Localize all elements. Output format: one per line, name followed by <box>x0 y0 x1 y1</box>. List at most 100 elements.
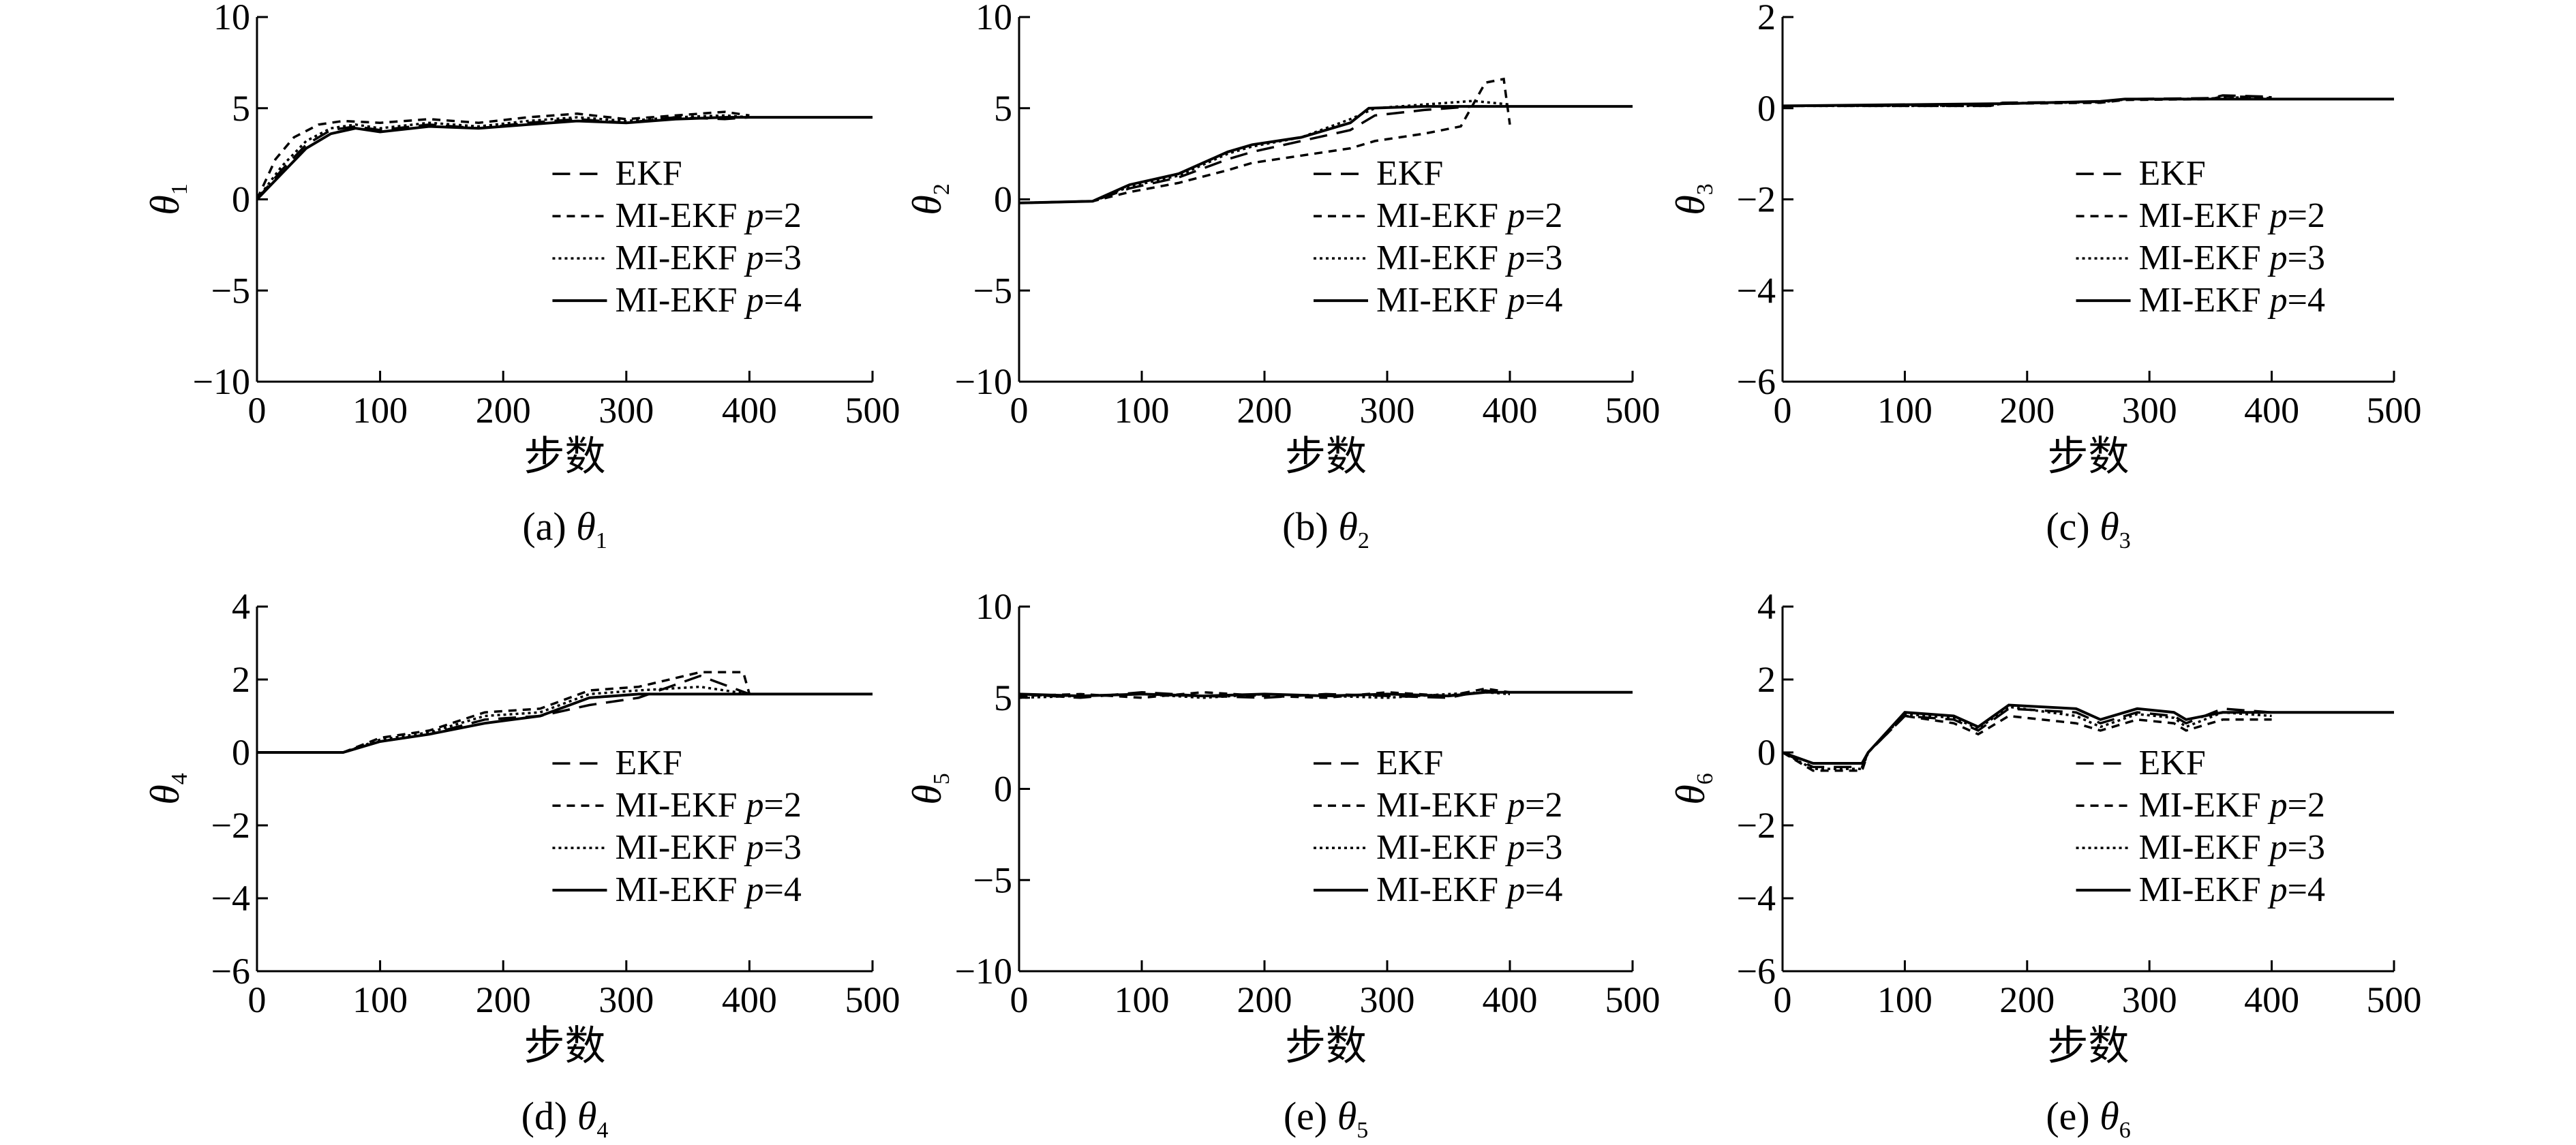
x-tick-label: 0 <box>1010 979 1029 1020</box>
y-tick-label: −6 <box>1737 361 1776 402</box>
y-axis-label-subscript: 5 <box>929 773 954 784</box>
y-tick-label: 4 <box>232 586 250 627</box>
x-axis-label: 步数 <box>1285 434 1367 479</box>
x-tick-label: 500 <box>845 979 900 1020</box>
y-axis-label-symbol: θ <box>905 195 950 215</box>
y-tick-label: −2 <box>1737 179 1776 220</box>
y-axis-label-symbol: θ <box>905 784 950 804</box>
series-line-mi-ekf-p-4 <box>1782 703 2394 765</box>
y-axis-label-subscript: 4 <box>167 773 192 784</box>
legend-label: MI-EKF p=3 <box>1376 828 1562 867</box>
legend-label: EKF <box>1376 744 1443 782</box>
y-axis-label: θ5 <box>905 773 954 804</box>
chart-caption: (b) θ2 <box>1282 504 1369 553</box>
chart-caption: (e) θ5 <box>1284 1094 1368 1143</box>
y-axis-label-symbol: θ <box>142 784 187 804</box>
y-axis-label-symbol: θ <box>142 195 187 215</box>
x-tick-label: 200 <box>1237 390 1292 431</box>
x-tick-label: 300 <box>1360 979 1415 1020</box>
y-tick-label: 5 <box>994 88 1012 129</box>
legend-label: MI-EKF p=4 <box>1376 870 1562 909</box>
y-axis-label-subscript: 1 <box>167 183 192 195</box>
y-tick-label: 10 <box>213 0 250 37</box>
x-tick-label: 500 <box>1605 390 1661 431</box>
series-line-mi-ekf-p-2 <box>256 110 750 200</box>
y-tick-label: 0 <box>994 179 1012 220</box>
chart-caption: (d) θ4 <box>521 1094 609 1143</box>
legend-label: MI-EKF p=2 <box>2139 786 2325 825</box>
legend-label: MI-EKF p=3 <box>1376 239 1562 277</box>
y-axis-label: θ3 <box>1668 183 1718 215</box>
legend-label: MI-EKF p=4 <box>2139 281 2325 320</box>
y-tick-label: −5 <box>973 270 1012 311</box>
y-tick-label: 5 <box>994 677 1012 718</box>
x-tick-label: 200 <box>1999 979 2055 1020</box>
series-line-mi-ekf-p-3 <box>1783 95 2272 108</box>
y-tick-label: −2 <box>1737 805 1776 846</box>
y-tick-label: −4 <box>1737 878 1776 919</box>
x-axis-label: 步数 <box>2048 1024 2130 1069</box>
y-axis-label-subscript: 2 <box>929 183 954 195</box>
y-tick-label: 2 <box>1757 0 1776 37</box>
y-tick-label: 5 <box>232 88 250 129</box>
y-axis-label: θ6 <box>1668 773 1718 804</box>
x-tick-label: 0 <box>1774 979 1792 1020</box>
x-tick-label: 0 <box>1010 390 1029 431</box>
x-axis-label: 步数 <box>2048 434 2130 479</box>
y-tick-label: −5 <box>211 270 250 311</box>
legend-label: MI-EKF p=2 <box>1376 196 1562 235</box>
x-tick-label: 200 <box>476 979 531 1020</box>
x-tick-label: 0 <box>248 979 267 1020</box>
chart-caption: (e) θ6 <box>2046 1094 2130 1143</box>
y-axis-label-subscript: 6 <box>1693 773 1718 784</box>
legend-label: MI-EKF p=2 <box>615 786 801 825</box>
series-line-mi-ekf-p-4 <box>256 116 873 200</box>
x-tick-label: 100 <box>1877 390 1933 431</box>
x-tick-label: 400 <box>722 390 777 431</box>
x-tick-label: 500 <box>1605 979 1661 1020</box>
x-tick-label: 300 <box>1360 390 1415 431</box>
x-tick-label: 0 <box>248 390 267 431</box>
series-line-mi-ekf-p-4 <box>1018 690 1633 698</box>
y-axis-label-symbol: θ <box>1668 784 1713 804</box>
y-tick-label: 0 <box>232 179 250 220</box>
x-axis-label: 步数 <box>524 1024 606 1069</box>
legend-label: MI-EKF p=3 <box>2139 828 2325 867</box>
y-tick-label: −10 <box>955 951 1012 992</box>
y-axis-label-subscript: 3 <box>1693 183 1718 195</box>
y-tick-label: 0 <box>1757 88 1776 129</box>
x-tick-label: 400 <box>2244 390 2299 431</box>
x-tick-label: 300 <box>598 390 654 431</box>
y-tick-label: 10 <box>975 586 1012 627</box>
legend-label: MI-EKF p=3 <box>615 239 801 277</box>
legend-label: EKF <box>615 154 682 193</box>
y-tick-label: 0 <box>232 732 250 773</box>
legend-label: EKF <box>2139 154 2206 193</box>
y-tick-label: 2 <box>232 659 250 700</box>
x-tick-label: 400 <box>1483 979 1538 1020</box>
y-tick-label: −6 <box>211 951 250 992</box>
chart-caption: (a) θ1 <box>522 504 607 553</box>
legend-label: EKF <box>2139 744 2206 782</box>
x-tick-label: 300 <box>598 979 654 1020</box>
y-tick-label: −4 <box>211 878 250 919</box>
legend-label: MI-EKF p=4 <box>615 281 801 320</box>
x-tick-label: 100 <box>1115 390 1170 431</box>
x-tick-label: 200 <box>1237 979 1292 1020</box>
x-axis-label: 步数 <box>524 434 606 479</box>
x-tick-label: 500 <box>2367 390 2422 431</box>
series-line-mi-ekf-p-2 <box>1018 77 1511 204</box>
y-axis-label: θ2 <box>905 183 954 215</box>
